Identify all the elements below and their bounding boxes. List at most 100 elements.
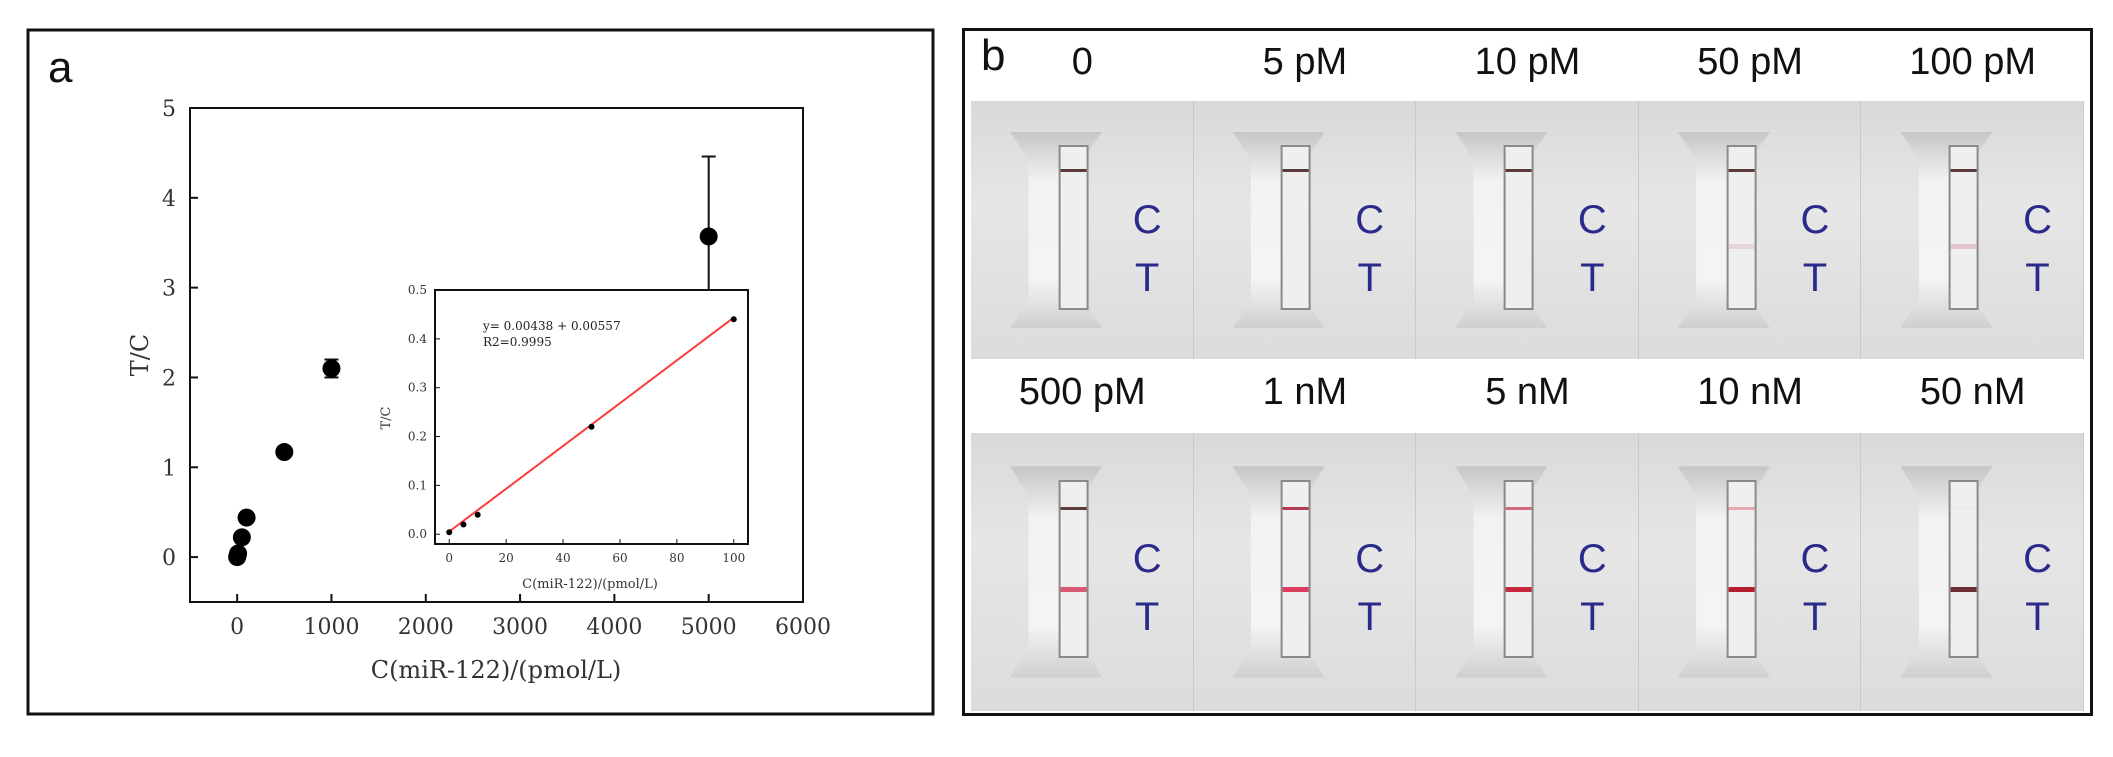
strip-window (1280, 480, 1311, 659)
main-data-point (699, 227, 718, 246)
main-x-tick-label: 1000 (303, 615, 359, 640)
main-y-tick-label: 5 (162, 97, 176, 122)
main-x-tick-label: 6000 (775, 615, 831, 640)
main-data-point (275, 443, 294, 462)
t-marking: T (1802, 256, 1828, 301)
main-y-tick-label: 3 (162, 277, 176, 302)
control-line (1505, 169, 1532, 173)
control-line (1060, 169, 1087, 173)
c-marking: C (1355, 198, 1385, 243)
t-marking: T (1580, 595, 1605, 640)
control-line (1282, 506, 1309, 510)
t-marking: T (1134, 595, 1160, 640)
c-marking: C (1355, 537, 1385, 582)
inset-y-tick-label: 0.4 (408, 332, 427, 346)
inset-x-axis: 0 20 40 60 80 100 (445, 539, 745, 565)
inset-x-tick-label: 40 (555, 551, 570, 565)
strip-window (1726, 144, 1757, 310)
inset-y-tick-label: 0.0 (408, 527, 427, 541)
inset-data-point (474, 511, 481, 518)
main-y-tick-label: 2 (162, 366, 176, 391)
inset-y-tick-label: 0.5 (408, 283, 427, 297)
inset-equation: y= 0.00438 + 0.00557 (482, 319, 621, 333)
c-marking: C (1577, 537, 1607, 582)
t-marking: T (2025, 256, 2050, 301)
main-data-series (228, 155, 718, 567)
inset-plot-frame (434, 289, 749, 545)
main-plot-frame (189, 107, 804, 603)
main-data-point (237, 508, 256, 527)
panel-b-letter: b (981, 31, 1006, 80)
concentration-label: 50 pM (1697, 41, 1803, 83)
inset-r2: R2=0.9995 (483, 335, 552, 349)
main-x-tick-label: 2000 (398, 615, 454, 640)
inset-data-point (460, 521, 467, 528)
strip-window (1280, 144, 1311, 310)
control-line (1282, 169, 1309, 173)
main-x-tick-label: 5000 (681, 615, 737, 640)
inset-y-tick-label: 0.1 (408, 478, 427, 492)
main-x-tick-label: 3000 (492, 615, 548, 640)
concentration-label: 10 pM (1474, 41, 1581, 83)
strip-window (1726, 480, 1757, 659)
strip-window (1058, 144, 1089, 310)
control-line (1728, 506, 1755, 510)
main-x-axis: 0 1000 2000 3000 4000 5000 6000 (230, 594, 831, 640)
control-line (1950, 506, 1977, 510)
test-line (1505, 586, 1532, 592)
main-x-tick-label: 4000 (586, 615, 642, 640)
test-line (1728, 243, 1755, 249)
inset-data-point (730, 316, 737, 323)
main-y-axis-label: T/C (126, 334, 154, 376)
main-data-point (229, 544, 248, 563)
main-data-point (232, 528, 251, 547)
strip-window (1948, 144, 1979, 310)
concentration-label: 0 (1071, 41, 1093, 83)
test-line (1950, 586, 1977, 592)
main-x-tick-label: 0 (230, 615, 244, 640)
c-marking: C (2023, 198, 2052, 243)
main-y-axis: 0 1 2 3 4 5 (162, 97, 198, 571)
main-y-tick-label: 1 (162, 456, 176, 481)
inset-x-tick-label: 80 (669, 551, 684, 565)
t-marking: T (2025, 595, 2050, 640)
inset-y-axis: 0.0 0.1 0.2 0.3 0.4 0.5 (408, 283, 440, 541)
bottom-concentration-labels: 500 pM 1 nM 5 nM 10 nM 50 nM (971, 371, 2084, 414)
concentration-label: 100 pM (1909, 41, 2037, 83)
c-marking: C (1577, 198, 1607, 243)
c-marking: C (1800, 198, 1830, 243)
inset-y-tick-label: 0.2 (408, 430, 427, 444)
main-y-tick-label: 4 (162, 187, 176, 212)
inset-x-tick-label: 100 (722, 551, 745, 565)
control-line (1728, 169, 1755, 173)
concentration-label: 5 nM (1485, 371, 1570, 413)
concentration-label: 10 nM (1697, 371, 1803, 413)
inset-x-tick-label: 60 (612, 551, 627, 565)
test-line (1060, 586, 1087, 592)
top-concentration-labels: 0 5 pM 10 pM 50 pM 100 pM (971, 41, 2084, 84)
main-x-axis-label: C(miR-122)/(pmol/L) (371, 656, 622, 684)
inset-data-point (446, 529, 453, 536)
concentration-label: 50 nM (1919, 371, 2026, 413)
c-marking: C (1132, 537, 1162, 582)
strip-window (1503, 144, 1534, 310)
concentration-label: 500 pM (1018, 371, 1146, 413)
t-marking: T (1580, 256, 1605, 301)
